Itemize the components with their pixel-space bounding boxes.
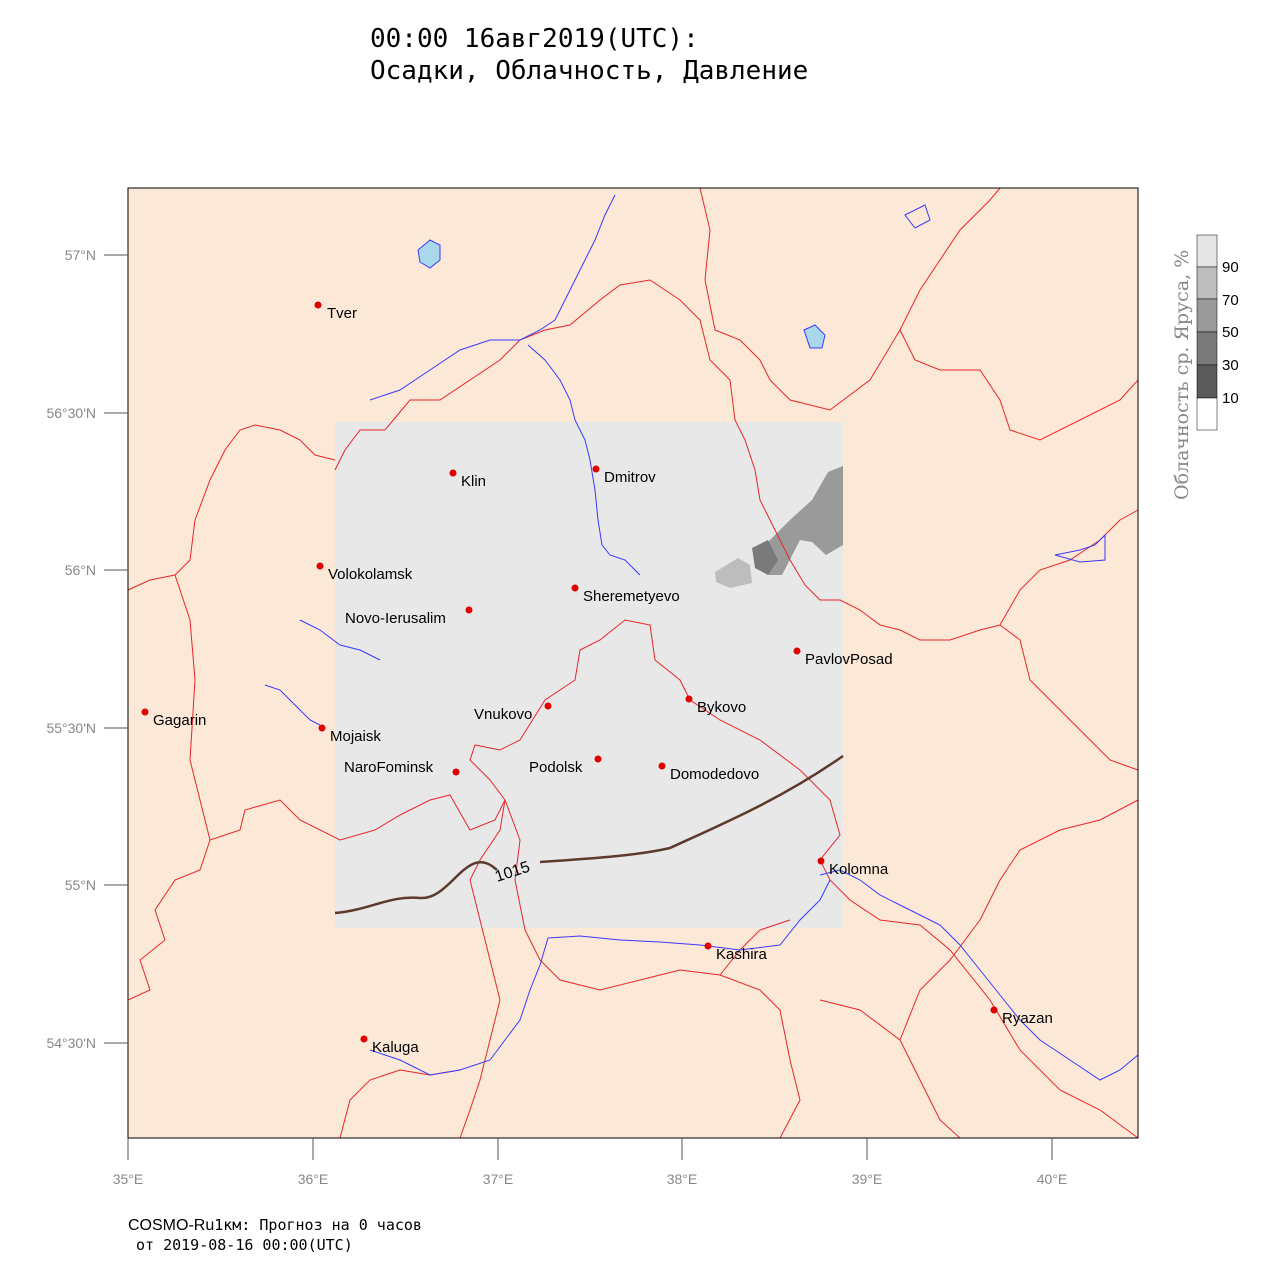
city-label-domodedovo: Domodedovo [670, 766, 759, 783]
lon-label-37: 37°E [483, 1171, 514, 1187]
city-dot-kolomna [817, 857, 825, 865]
legend-swatch-50 [1196, 298, 1218, 333]
lake-3 [904, 204, 931, 229]
city-label-kolomna: Kolomna [829, 861, 889, 878]
lat-label-57: 57°N [65, 247, 96, 263]
city-label-kaluga: Kaluga [372, 1039, 419, 1056]
city-dot-domodedovo [658, 762, 666, 770]
legend-swatch-10 [1196, 364, 1218, 399]
isobar-line [334, 754, 844, 915]
lon-label-39: 39°E [852, 1171, 883, 1187]
lon-label-35: 35°E [113, 1171, 144, 1187]
city-label-pavlovposad: PavlovPosad [805, 651, 893, 668]
city-label-klin: Klin [461, 473, 486, 490]
cloud-patch-3 [715, 558, 752, 588]
city-label-podolsk: Podolsk [529, 759, 583, 776]
city-dot-kaluga [360, 1035, 368, 1043]
city-dot-podolsk [594, 755, 602, 763]
region-borders [127, 187, 1139, 1139]
city-label-vnukovo: Vnukovo [474, 706, 532, 723]
city-dot-ryazan [990, 1006, 998, 1014]
model-domain [335, 422, 843, 928]
cloud-patch-2 [752, 540, 778, 575]
legend-title: Облачность ср. Яруса, % [1171, 250, 1193, 500]
city-dot-narofominsk [452, 768, 460, 776]
city-dot-kashira [704, 942, 712, 950]
city-label-novo-ierusalim: Novo-Ierusalim [345, 610, 446, 627]
city-label-sheremetyevo: Sheremetyevo [583, 588, 680, 605]
axis-ticks [104, 254, 1053, 1160]
lat-label-55-30: 55°30'N [46, 720, 96, 736]
city-dot-mojaisk [318, 724, 326, 732]
city-label-ryazan: Ryazan [1002, 1010, 1053, 1027]
city-label-bykovo: Bykovo [697, 699, 746, 716]
city-dot-pavlovposad [793, 647, 801, 655]
footer-model-info: COSMO-Ru1км: Прогноз на 0 часов [128, 1216, 422, 1235]
lake-4 [1054, 533, 1106, 563]
city-label-volokolamsk: Volokolamsk [328, 566, 413, 583]
lat-label-56: 56°N [65, 562, 96, 578]
footer-forecast: 1км: Прогноз на 0 часов [214, 1216, 422, 1234]
city-label-dmitrov: Dmitrov [604, 469, 656, 486]
legend-label-90: 90 [1222, 259, 1239, 276]
legend-label-50: 50 [1222, 324, 1239, 341]
legend-swatch-70 [1196, 266, 1218, 300]
legend-label-30: 30 [1222, 357, 1239, 374]
lon-label-40: 40°E [1037, 1171, 1068, 1187]
city-label-narofominsk: NaroFominsk [344, 759, 434, 776]
lake-1 [417, 239, 441, 269]
map-frame [127, 187, 1139, 1139]
legend-swatch-90 [1196, 234, 1218, 268]
lon-label-38: 38°E [667, 1171, 698, 1187]
city-label-gagarin: Gagarin [153, 712, 206, 729]
lake-2 [803, 324, 826, 349]
city-dot-dmitrov [592, 465, 600, 473]
cloud-legend: 90 70 50 30 10 Облачность ср. Яруса, % [1171, 234, 1239, 500]
city-dot-gagarin [141, 708, 149, 716]
city-dot-bykovo [685, 695, 693, 703]
legend-swatch-30 [1196, 331, 1218, 366]
rivers [264, 194, 1139, 1081]
footer-model: COSMO-Ru [128, 1217, 215, 1234]
lat-label-54-30: 54°30'N [46, 1035, 96, 1051]
lat-label-55: 55°N [65, 877, 96, 893]
city-dot-klin [449, 469, 457, 477]
city-label-kashira: Kashira [716, 946, 768, 963]
city-dot-vnukovo [544, 702, 552, 710]
map-title-fields: Осадки, Облачность, Давление [370, 56, 809, 86]
city-dot-sheremetyevo [571, 584, 579, 592]
legend-label-70: 70 [1222, 292, 1239, 309]
footer-run-time: от 2019-08-16 00:00(UTC) [136, 1236, 353, 1254]
city-label-mojaisk: Mojaisk [330, 728, 381, 745]
map-title-time: 00:00 16авг2019(UTC): [370, 24, 699, 54]
city-dot-tver [314, 301, 322, 309]
legend-swatch-0 [1196, 397, 1218, 431]
cloud-patch-1 [765, 466, 843, 575]
legend-label-10: 10 [1222, 390, 1239, 407]
city-markers: Tver Klin Dmitrov Volokolamsk Sheremetye… [141, 301, 1053, 1056]
lat-label-56-30: 56°30'N [46, 405, 96, 421]
city-dot-volokolamsk [316, 562, 324, 570]
lon-label-36: 36°E [298, 1171, 329, 1187]
city-label-tver: Tver [327, 305, 357, 322]
city-dot-novo-ierusalim [465, 606, 473, 614]
